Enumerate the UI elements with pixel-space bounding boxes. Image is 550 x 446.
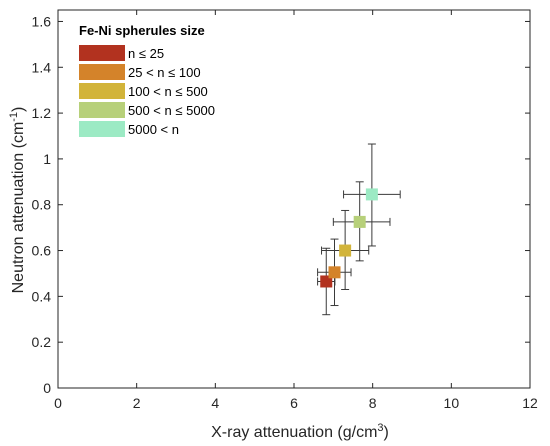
x-tick-label: 0 [54, 395, 62, 411]
x-axis-label: X-ray attenuation (g/cm3) [211, 422, 389, 441]
y-axis-label: Neutron attenuation (cm-1) [8, 107, 27, 294]
data-point [320, 275, 333, 288]
x-tick-label: 10 [444, 395, 460, 411]
legend-label: 25 < n ≤ 100 [128, 65, 201, 80]
x-tick-label: 6 [290, 395, 298, 411]
legend-swatch [79, 45, 125, 61]
x-tick-label: 2 [133, 395, 141, 411]
data-point [365, 188, 378, 201]
y-tick-label: 1.4 [32, 59, 52, 75]
data-markers [320, 188, 378, 288]
legend-title: Fe-Ni spherules size [79, 23, 205, 38]
x-tick-label: 12 [522, 395, 538, 411]
data-point [339, 244, 352, 257]
legend-swatch [79, 64, 125, 80]
legend-label: 100 < n ≤ 500 [128, 84, 208, 99]
legend-swatch [79, 83, 125, 99]
y-tick-label: 0 [43, 380, 51, 396]
x-tick-label: 4 [211, 395, 219, 411]
y-tick-label: 0.4 [32, 288, 52, 304]
y-tick-label: 0.6 [32, 243, 52, 259]
legend-label: 5000 < n [128, 122, 179, 137]
legend-label: 500 < n ≤ 5000 [128, 103, 215, 118]
data-point [328, 266, 341, 279]
x-tick-label: 8 [369, 395, 377, 411]
y-tick-label: 1.6 [32, 13, 52, 29]
y-tick-label: 1.2 [32, 105, 52, 121]
axis-ticks: 0 2 4 6 8 10 12 0 0.2 0.4 0.6 0.8 1 1.2 1.4 1.6 [32, 10, 538, 411]
legend-label: n ≤ 25 [128, 46, 164, 61]
legend-swatch [79, 102, 125, 118]
y-tick-label: 0.2 [32, 334, 52, 350]
legend-swatch [79, 121, 125, 137]
y-tick-label: 1 [43, 151, 51, 167]
legend: Fe-Ni spherules size n ≤ 25 25 < n ≤ 100 1… [79, 23, 215, 137]
data-point [353, 215, 366, 228]
plot-area [57, 9, 531, 389]
y-tick-label: 0.8 [32, 197, 52, 213]
